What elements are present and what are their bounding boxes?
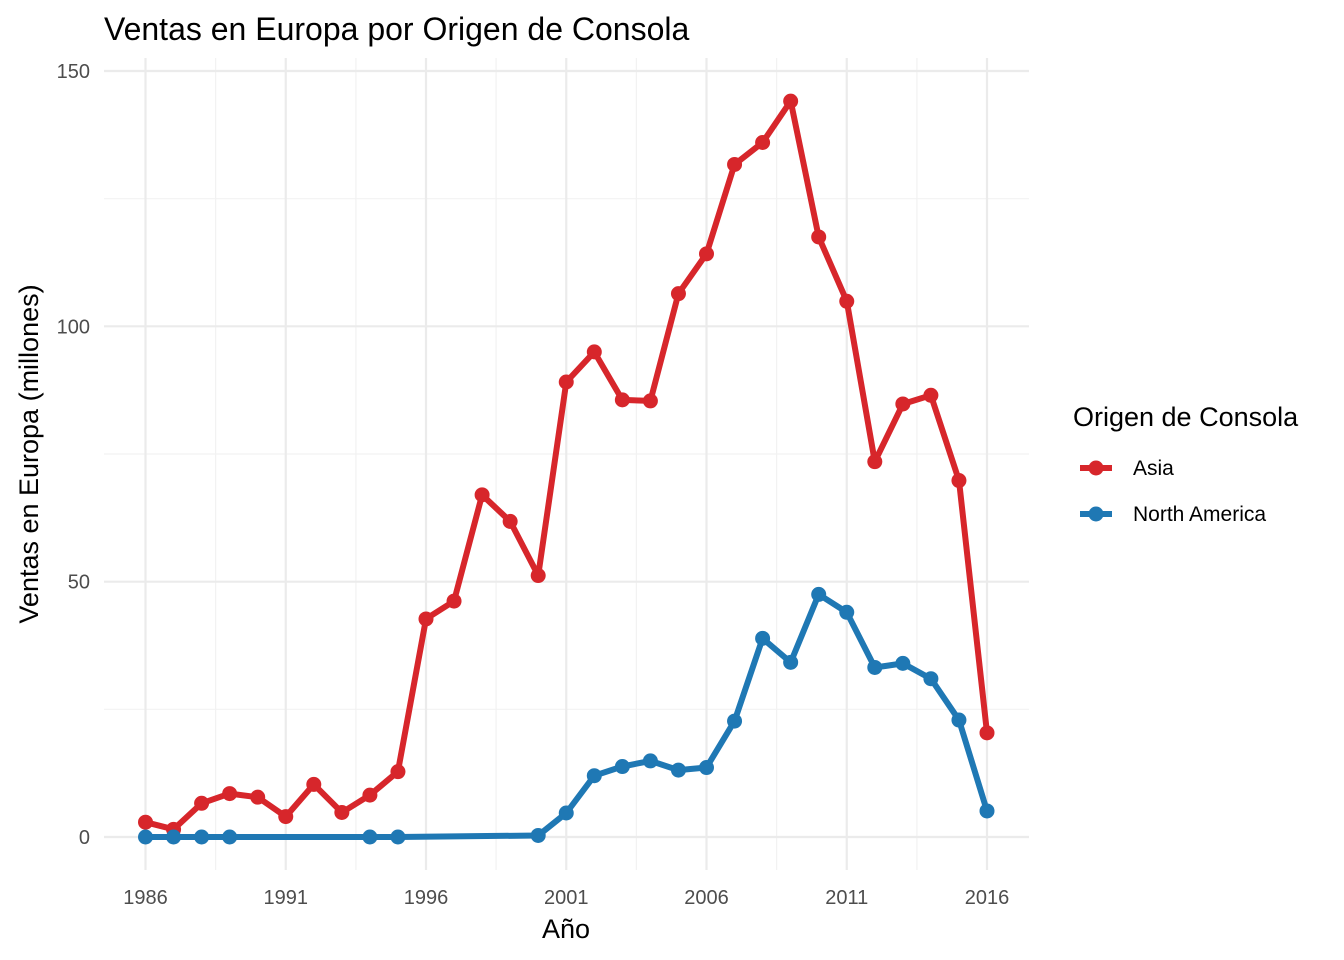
data-point-asia: [502, 513, 518, 529]
data-point-north-america: [867, 659, 883, 675]
data-point-north-america: [727, 713, 743, 729]
data-point-north-america: [530, 827, 546, 843]
data-point-asia: [614, 392, 630, 408]
x-tick-label: 1986: [123, 887, 168, 909]
legend-key-point: [1088, 460, 1104, 476]
data-point-asia: [390, 764, 406, 780]
series-north-america: [138, 586, 995, 845]
series-asia: [138, 93, 995, 837]
data-point-north-america: [390, 829, 406, 845]
data-point-asia: [811, 229, 827, 245]
data-point-asia: [895, 396, 911, 412]
data-point-asia: [446, 593, 462, 609]
data-point-asia: [923, 387, 939, 403]
data-point-asia: [727, 156, 743, 172]
data-point-asia: [334, 804, 350, 820]
data-point-north-america: [222, 829, 238, 845]
legend-items: Asia North America: [1080, 457, 1266, 526]
data-point-asia: [783, 93, 799, 109]
data-point-asia: [194, 795, 210, 811]
data-point-asia: [755, 134, 771, 150]
x-tick-label: 1991: [264, 887, 309, 909]
data-point-asia: [699, 246, 714, 262]
data-point-north-america: [755, 630, 771, 646]
x-tick-label: 2006: [684, 887, 729, 909]
y-axis-ticks: 0 50 100 150: [57, 61, 90, 849]
data-point-north-america: [699, 760, 714, 776]
data-point-asia: [558, 374, 574, 390]
data-point-north-america: [166, 829, 182, 845]
data-point-asia: [138, 814, 153, 830]
y-tick-label: 50: [68, 572, 90, 594]
data-point-asia: [418, 611, 434, 627]
data-point-asia: [278, 809, 294, 825]
y-axis-title: Ventas en Europa (millones): [14, 284, 44, 623]
legend-item-north-america: North America: [1080, 503, 1266, 526]
data-point-north-america: [194, 829, 210, 845]
data-point-north-america: [642, 753, 658, 769]
plot-grid: [104, 58, 1029, 870]
data-point-asia: [362, 787, 378, 803]
y-tick-label: 150: [57, 61, 90, 83]
data-point-asia: [839, 293, 855, 309]
x-axis-title: Año: [542, 914, 590, 944]
data-point-north-america: [614, 759, 630, 775]
y-tick-label: 0: [79, 827, 90, 849]
data-point-asia: [530, 568, 546, 584]
data-point-north-america: [951, 712, 967, 728]
data-point-north-america: [895, 655, 911, 671]
data-point-asia: [474, 487, 490, 503]
data-point-asia: [586, 344, 602, 360]
legend-item-asia: Asia: [1080, 457, 1174, 480]
data-point-north-america: [811, 586, 827, 602]
data-point-north-america: [362, 829, 378, 845]
series-layer: [138, 93, 995, 845]
data-point-north-america: [923, 671, 939, 687]
legend: Origen de Consola Asia North America: [1073, 402, 1299, 526]
data-point-asia: [642, 393, 658, 409]
legend-key-point: [1088, 506, 1104, 522]
chart-title: Ventas en Europa por Origen de Consola: [104, 11, 689, 47]
data-point-north-america: [839, 604, 855, 620]
data-point-north-america: [586, 768, 602, 784]
data-point-north-america: [670, 762, 686, 778]
x-tick-label: 2016: [965, 887, 1010, 909]
data-point-asia: [867, 454, 883, 470]
legend-label: Asia: [1133, 457, 1174, 480]
x-tick-label: 2011: [825, 887, 868, 909]
data-point-asia: [670, 286, 686, 302]
data-point-north-america: [979, 803, 995, 819]
data-point-asia: [306, 776, 322, 792]
data-point-asia: [979, 725, 995, 741]
x-tick-label: 1996: [404, 887, 449, 909]
data-point-asia: [951, 473, 967, 489]
legend-label: North America: [1133, 503, 1266, 526]
data-point-north-america: [138, 829, 153, 845]
x-tick-label: 2001: [544, 887, 589, 909]
data-point-north-america: [783, 654, 799, 670]
legend-title: Origen de Consola: [1073, 402, 1299, 432]
y-tick-label: 100: [57, 316, 90, 338]
data-point-asia: [222, 786, 238, 802]
x-axis-ticks: 1986 1991 1996 2001 2006 2011 2016: [123, 887, 1009, 909]
data-point-north-america: [558, 805, 574, 821]
data-point-asia: [250, 789, 266, 805]
